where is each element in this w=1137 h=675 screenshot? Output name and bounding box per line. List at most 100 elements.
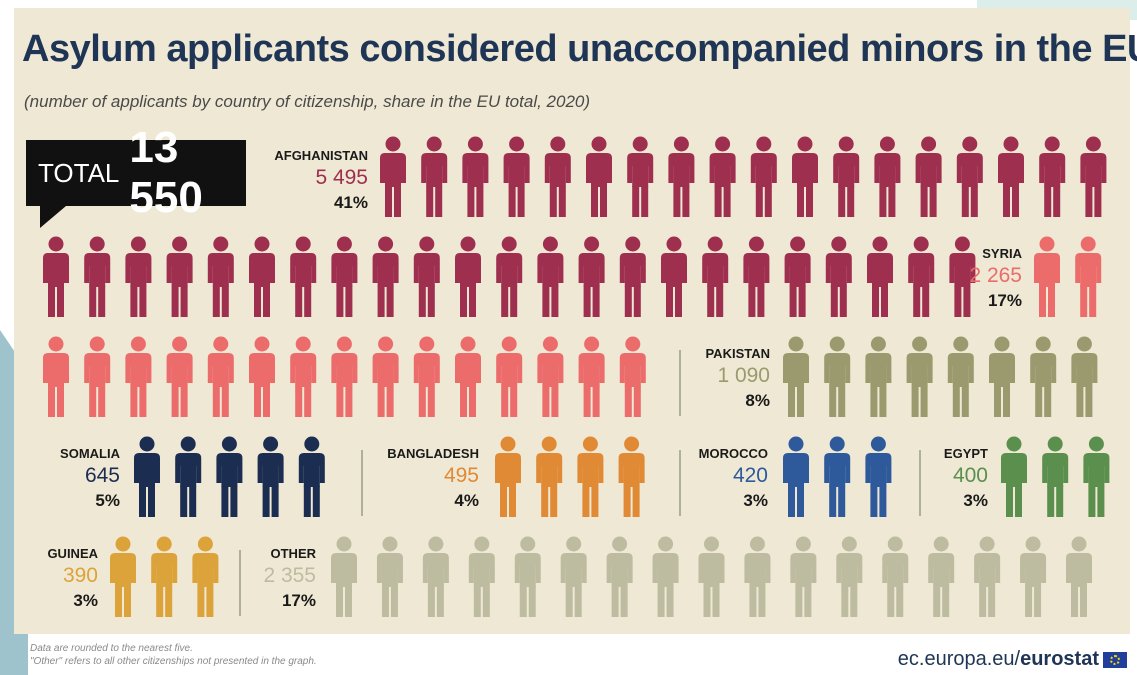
other-person-icon xyxy=(928,536,955,617)
bangladesh-person-icon xyxy=(495,436,521,517)
egypt-label: EGYPT 400 3% xyxy=(944,446,988,510)
afghanistan-person-icon xyxy=(43,236,69,317)
afghanistan-person-icon xyxy=(372,236,399,317)
afghanistan-person-icon xyxy=(290,236,317,317)
pakistan-person-icon xyxy=(783,336,809,417)
syria-person-icon xyxy=(207,336,234,417)
afghanistan-person-icon xyxy=(462,136,489,217)
total-value: 13 550 xyxy=(129,123,203,222)
other-person-icon xyxy=(560,536,587,617)
somalia-person-icon xyxy=(134,436,160,517)
morocco-person-icon xyxy=(824,436,851,517)
country-name: SYRIA xyxy=(982,246,1022,261)
afghanistan-person-icon xyxy=(661,236,687,317)
afghanistan-person-icon xyxy=(792,136,818,217)
total-callout: TOTAL 13 550 xyxy=(26,123,246,228)
afghanistan-person-icon xyxy=(668,136,695,217)
afghanistan-person-icon xyxy=(207,236,234,317)
pakistan-person-icon xyxy=(989,336,1015,417)
syria-person-icon xyxy=(249,336,275,417)
afghanistan-person-icon xyxy=(166,236,193,317)
egypt-person-icon xyxy=(1083,436,1110,517)
applicant-count: 1 090 xyxy=(717,364,770,387)
afghanistan-person-icon xyxy=(537,236,564,317)
guinea-person-icon xyxy=(151,536,178,617)
source-prefix: ec.europa.eu/ xyxy=(897,648,1021,670)
syria-person-icon xyxy=(372,336,399,417)
other-label: OTHER 2 355 17% xyxy=(263,546,316,610)
egypt-person-icon xyxy=(1042,436,1069,517)
applicant-count: 420 xyxy=(733,464,768,487)
afghanistan-person-icon xyxy=(998,136,1024,217)
pakistan-person-icon xyxy=(865,336,892,417)
morocco-label: MOROCCO 420 3% xyxy=(699,446,768,510)
other-person-icon xyxy=(606,536,633,617)
afghanistan-person-icon xyxy=(578,236,605,317)
infographic-card xyxy=(14,8,1130,634)
afghanistan-person-icon xyxy=(1039,136,1066,217)
country-name: OTHER xyxy=(271,546,317,561)
country-name: AFGHANISTAN xyxy=(274,148,368,163)
share-percent: 17% xyxy=(282,591,316,610)
syria-person-icon xyxy=(537,336,564,417)
pakistan-label: PAKISTAN 1 090 8% xyxy=(705,346,770,410)
applicant-count: 2 265 xyxy=(969,264,1022,287)
morocco-person-icon xyxy=(783,436,809,517)
somalia-person-icon xyxy=(298,436,325,517)
source-credit: ec.europa.eu/ eurostat xyxy=(898,648,1127,671)
country-name: GUINEA xyxy=(47,546,98,561)
egypt-person-icon xyxy=(1001,436,1027,517)
afghanistan-person-icon xyxy=(956,136,983,217)
syria-person-icon xyxy=(578,336,605,417)
applicant-count: 390 xyxy=(63,564,98,587)
other-person-icon xyxy=(331,536,357,617)
bangladesh-person-icon xyxy=(577,436,604,517)
guinea-person-icon xyxy=(192,536,219,617)
guinea-person-icon xyxy=(110,536,136,617)
syria-person-icon xyxy=(619,336,646,417)
syria-person-icon xyxy=(331,336,358,417)
share-percent: 8% xyxy=(745,391,770,410)
other-person-icon xyxy=(514,536,541,617)
bangladesh-label: BANGLADESH 495 4% xyxy=(387,446,479,510)
share-percent: 3% xyxy=(963,491,988,510)
afghanistan-person-icon xyxy=(125,236,152,317)
share-percent: 41% xyxy=(334,193,368,212)
afghanistan-label: AFGHANISTAN 5 495 41% xyxy=(274,148,368,212)
somalia-person-icon xyxy=(216,436,243,517)
syria-person-icon xyxy=(413,336,440,417)
syria-person-icon xyxy=(496,336,523,417)
other-person-icon xyxy=(882,536,909,617)
pakistan-person-icon xyxy=(906,336,933,417)
chart-subtitle: (number of applicants by country of citi… xyxy=(24,92,591,111)
other-person-icon xyxy=(652,536,679,617)
afghanistan-person-icon xyxy=(833,136,860,217)
syria-person-icon xyxy=(125,336,152,417)
syria-label: SYRIA 2 265 17% xyxy=(969,246,1022,310)
total-label: TOTAL xyxy=(38,157,120,188)
afghanistan-person-icon xyxy=(627,136,654,217)
afghanistan-person-icon xyxy=(743,236,770,317)
somalia-person-icon xyxy=(175,436,202,517)
applicant-count: 645 xyxy=(85,464,120,487)
applicant-count: 495 xyxy=(444,464,479,487)
applicant-count: 5 495 xyxy=(315,166,368,189)
applicant-count: 2 355 xyxy=(263,564,316,587)
other-person-icon xyxy=(376,536,403,617)
afghanistan-person-icon xyxy=(544,136,571,217)
afghanistan-person-icon xyxy=(908,236,935,317)
syria-person-icon xyxy=(43,336,69,417)
somalia-label: SOMALIA 645 5% xyxy=(60,446,121,510)
footnote-line: "Other" refers to all other citizenships… xyxy=(30,656,317,667)
pakistan-person-icon xyxy=(947,336,974,417)
other-person-icon xyxy=(698,536,725,617)
other-person-icon xyxy=(974,536,1001,617)
afghanistan-person-icon xyxy=(915,136,942,217)
afghanistan-person-icon xyxy=(331,236,358,317)
afghanistan-person-icon xyxy=(249,236,275,317)
share-percent: 3% xyxy=(73,591,98,610)
afghanistan-person-icon xyxy=(949,236,976,317)
syria-person-icon xyxy=(166,336,193,417)
pakistan-person-icon xyxy=(1030,336,1057,417)
pakistan-person-icon xyxy=(824,336,851,417)
